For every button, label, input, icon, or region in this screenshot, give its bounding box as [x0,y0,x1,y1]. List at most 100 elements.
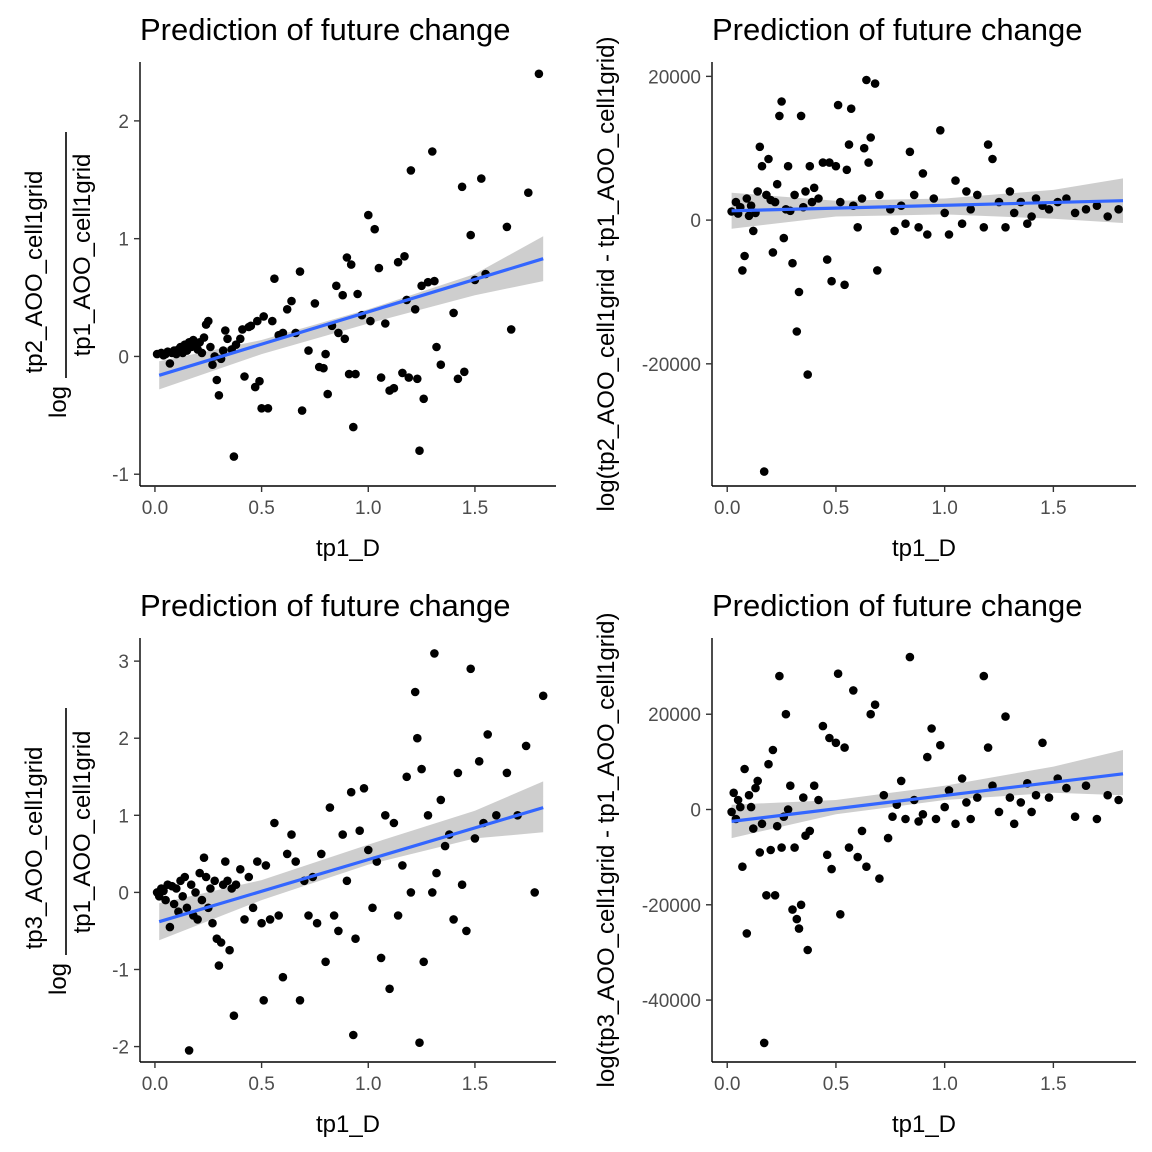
panel-1-point-97 [432,342,441,352]
panel-3-point-60 [321,957,330,967]
panel-1-y-tick-label: 1 [118,230,129,251]
panel-4-point-45 [833,669,843,678]
panel-1-point-70 [346,260,356,269]
panel-4-point-21 [770,891,780,900]
panel-4-point-5 [736,802,745,812]
panel-4-point-86 [1027,807,1036,817]
panel-4-point-23 [775,671,784,681]
panel-4-point-49 [849,686,858,695]
panel-2-point-91 [1044,205,1054,214]
panel-1-point-43 [252,316,262,326]
panel-4-point-54 [870,700,880,709]
panel-2-point-43 [827,276,836,286]
panel-2-point-67 [914,223,923,232]
panel-3-point-42 [248,903,258,913]
panel-1-y-axis-label-denominator: tp1_AOO_cell1grid [69,154,96,357]
panel-3-point-79 [398,861,407,870]
panel-3-x-tick-label: 1.5 [462,1074,488,1095]
panel-4-point-10 [746,802,756,812]
panel-4-x-tick-label: 1.0 [931,1074,957,1095]
panel-1-regression-line [158,257,544,377]
panel-4-point-92 [1070,812,1080,821]
panel-3-point-81 [406,888,416,897]
panel-2-point-24 [779,233,789,243]
panel-3-x-tick-label: 0.0 [142,1074,168,1095]
panel-4-point-74 [962,798,971,807]
panel-4-point-19 [766,845,775,855]
panel-4-point-17 [762,891,771,900]
panel-3-point-13 [178,892,187,901]
panel-1-confidence-band [159,236,544,390]
panel-1-point-26 [208,360,217,370]
panel-2-point-45 [833,100,843,110]
panel-2-point-13 [755,142,765,152]
panel-1-point-72 [351,369,360,379]
panel-2-x-tick-label: 1.0 [931,498,957,519]
panel-4-x-tick-label: 0.5 [823,1074,849,1095]
panel-1-point-33 [223,334,232,344]
panel-3-point-53 [291,857,301,866]
panel-1-point-47 [263,404,273,413]
panel-1-y-axis-label-prefix: log [45,386,72,418]
panel-1-y-axis-label-numerator: tp2_AOO_cell1grid [21,171,48,374]
panel-3-point-21 [195,868,204,878]
panel-3-point-86 [419,957,429,967]
panel-3-point-38 [231,880,241,889]
panel-1-point-64 [332,281,341,291]
panel-4-point-13 [753,776,762,786]
panel-3-point-31 [216,938,226,947]
panel-3-point-77 [389,818,399,828]
panel-1-point-89 [410,305,420,314]
panel-1-point-29 [214,391,224,400]
panel-4-point-73 [957,774,967,783]
panel-4-point-40 [818,721,828,731]
panel-3-point-35 [225,945,234,955]
panel-2-point-88 [1027,212,1036,221]
panel-4-point-14 [755,848,765,857]
panel-1-point-42 [250,382,260,392]
panel-2-point-49 [844,140,854,149]
panel-2-point-79 [979,223,989,232]
panel-4-point-83 [1009,819,1019,829]
panel-3-point-54 [295,996,305,1005]
panel-1-point-102 [460,367,469,377]
panel-3-title: Prediction of future change [140,588,511,623]
panel-top-left: Prediction of future change 0.0 0.5 1.0 1.5… [21,12,556,562]
panel-3-point-99 [470,834,480,843]
panel-1-point-48 [268,316,277,326]
panel-1-point-80 [381,319,390,328]
panel-1-point-67 [340,334,350,344]
panel-3-point-44 [257,918,266,928]
panel-2-point-6 [740,251,749,261]
panel-3-point-45 [259,996,269,1005]
panel-2-x-tick-label: 0.0 [714,498,740,519]
panel-2-regression-line [731,199,1124,213]
panel-4-point-4 [733,795,743,805]
panel-2-point-57 [866,133,875,142]
panel-4-point-47 [840,743,849,752]
panel-4-point-20 [768,745,778,755]
panel-2-point-36 [805,161,815,171]
panel-4-y-tick-label: -20000 [642,896,701,917]
panel-3-point-23 [199,853,209,862]
panel-3-point-80 [402,772,412,782]
panel-2-point-97 [1103,212,1112,221]
panel-3-point-82 [410,687,420,697]
panel-2-point-19 [768,248,778,257]
panel-3-point-52 [287,830,296,839]
panel-4-point-7 [740,764,749,774]
panel-2-point-28 [788,258,797,268]
panel-2-point-87 [1023,219,1032,228]
panel-3-point-100 [474,757,484,766]
panel-4-point-41 [822,850,832,860]
panel-1-point-71 [349,422,358,432]
panel-2-point-38 [809,183,819,193]
panel-2-point-71 [936,126,945,135]
panel-3-point-43 [252,857,262,866]
panel-3-point-88 [428,888,437,897]
panel-4-point-53 [866,709,875,719]
panel-2-point-17 [764,154,773,164]
panel-4-point-81 [1001,712,1010,721]
panel-3-point-85 [417,764,426,774]
